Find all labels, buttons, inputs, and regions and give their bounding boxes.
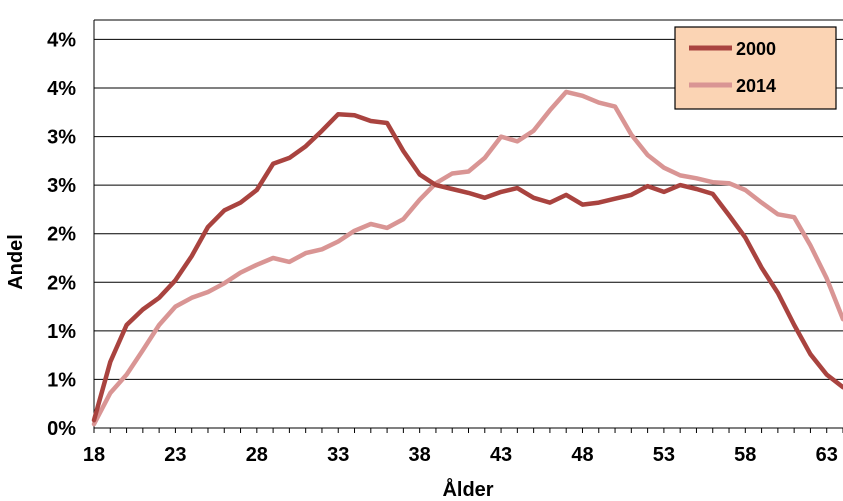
legend: 2000 2014	[674, 26, 837, 110]
y-tick-label: 4%	[47, 29, 76, 51]
y-tick-label: 0%	[47, 418, 76, 440]
x-tick-marks	[93, 428, 843, 433]
y-tick-label: 1%	[47, 321, 76, 343]
series-line-2000	[91, 111, 843, 423]
x-tick-label: 43	[490, 444, 512, 466]
legend-box	[674, 26, 837, 110]
x-tick-label: 28	[246, 444, 268, 466]
y-tick-label: 3%	[47, 127, 76, 149]
x-tick-label: 23	[164, 444, 186, 466]
legend-label-2000: 2000	[736, 39, 776, 59]
y-axis-title: Andel	[5, 234, 27, 290]
x-tick-label: 18	[83, 444, 105, 466]
x-axis-title: Ålder	[442, 477, 493, 501]
x-tick-label: 63	[816, 444, 838, 466]
series-lines	[91, 89, 843, 427]
x-tick-label: 48	[571, 444, 593, 466]
series-line-2014	[91, 89, 843, 427]
x-tick-label: 58	[734, 444, 756, 466]
y-tick-label: 4%	[47, 78, 76, 100]
x-tick-labels: 18 23 28 33 38 43 48 53 58 63	[83, 444, 838, 466]
x-tick-label: 53	[653, 444, 675, 466]
gridlines	[94, 19, 843, 380]
y-tick-label: 2%	[47, 272, 76, 294]
legend-label-2014: 2014	[736, 76, 776, 96]
y-tick-labels: 0% 1% 1% 2% 2% 3% 3% 4% 4%	[47, 29, 76, 440]
y-tick-label: 1%	[47, 369, 76, 391]
x-tick-label: 38	[409, 444, 431, 466]
y-tick-label: 3%	[47, 175, 76, 197]
x-tick-label: 33	[327, 444, 349, 466]
y-tick-label: 2%	[47, 224, 76, 246]
